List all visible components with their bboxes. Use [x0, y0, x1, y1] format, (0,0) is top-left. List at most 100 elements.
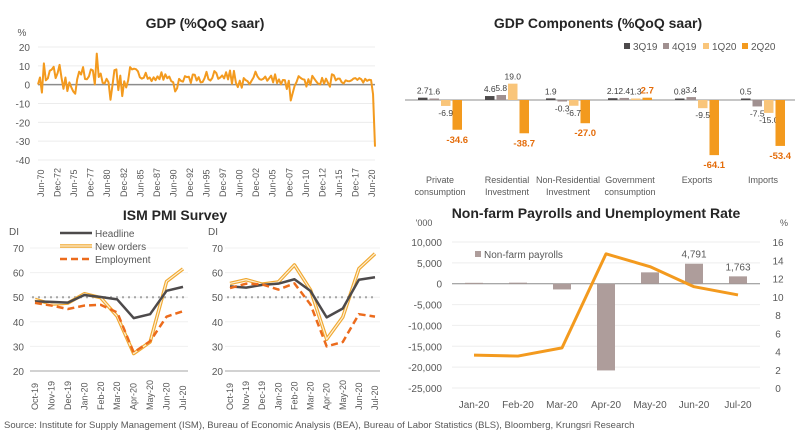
nfp-y2-tick: 14: [772, 256, 784, 267]
gdp-x-tick: Dec-97: [218, 168, 228, 197]
nfp-y-tick: -25,000: [408, 384, 442, 395]
bar-3Q19-0: [418, 97, 428, 100]
gdp-x-tick: Jun-90: [168, 169, 178, 197]
pmi-x-tick: Jun-20: [354, 382, 364, 410]
gdp-x-tick: Dec-82: [119, 168, 129, 197]
pmi-y-tick: 20: [13, 367, 25, 378]
pmi-x-tick: Nov-19: [46, 381, 56, 410]
bar-data-label: 3.4: [685, 85, 697, 95]
pmi-x-tick: Nov-19: [241, 381, 251, 410]
nfp-bar: [465, 282, 483, 284]
nfp-chart-title: Non-farm Payrolls and Unemployment Rate: [452, 205, 741, 221]
gdp-x-tick: Jun-20: [367, 169, 377, 197]
pmi-x-tick: Apr-20: [129, 383, 139, 410]
gdp-components-chart: GDP Components (%QoQ saar) 3Q19 4Q19 1Q20 2…: [405, 15, 795, 197]
pmi-y-tick: 60: [13, 269, 25, 280]
gdp-chart-title: GDP (%QoQ saar): [146, 15, 265, 31]
bar-1Q20-4: [698, 100, 708, 109]
nfp-y2-axis-label: %: [780, 218, 788, 228]
gdp-x-tick: Dec-87: [152, 168, 162, 197]
pmi-x-tick: Jan-20: [79, 382, 89, 410]
nfp-bar-label: 4,791: [681, 250, 706, 261]
nfp-y2-tick: 0: [775, 384, 781, 395]
bar-data-label: -6.7: [566, 108, 581, 118]
bar-2Q20-3: [642, 97, 652, 100]
nfp-x-tick: May-20: [633, 400, 667, 411]
nfp-bar: [641, 272, 659, 284]
nfp-y-tick: -15,000: [408, 342, 442, 353]
bar-4Q19-2: [557, 100, 567, 102]
gdp-x-tick: Jun-05: [268, 169, 278, 197]
bar-data-label: 0.5: [740, 87, 752, 97]
nfp-y-tick: -20,000: [408, 363, 442, 374]
legend-swatch: [475, 251, 481, 257]
source-note: Source: Institute for Supply Management …: [4, 420, 635, 431]
gdp-x-tick: Jun-10: [301, 169, 311, 197]
pmi-x-tick: Jan-20: [273, 382, 283, 410]
pmi-employment-line: [34, 301, 184, 354]
gdp-x-tick: Dec-77: [86, 168, 96, 197]
nfp-y2-tick: 12: [772, 275, 784, 286]
gdp-x-tick: Dec-17: [350, 168, 360, 197]
nfp-bar: [685, 263, 703, 284]
nfp-y-tick: 5,000: [417, 259, 442, 270]
gdp-chart: GDP (%QoQ saar) % 20 10 0 -10 -20 -30 -40 Jun-…: [16, 15, 377, 197]
gdp-y-tick: -20: [16, 118, 31, 129]
pmi-x-tick: Jul-20: [370, 385, 380, 410]
pmi-headline-line: [34, 285, 184, 320]
bar-data-label: 5.8: [495, 83, 507, 93]
nfp-bar: [597, 283, 615, 371]
bar-data-label: 1.9: [545, 86, 557, 96]
bar-data-label: 0.8: [674, 87, 686, 97]
bar-1Q20-1: [508, 83, 518, 100]
bar-data-label: -6.9: [438, 108, 453, 118]
bar-4Q19-4: [686, 97, 696, 100]
legend-swatch: [742, 43, 748, 49]
bar-data-label: 19.0: [504, 72, 521, 82]
ism-pmi-title: ISM PMI Survey: [123, 207, 227, 223]
bar-3Q19-5: [741, 98, 751, 100]
gdp-x-tick: Dec-92: [185, 168, 195, 197]
gdp-x-tick: Jun-95: [202, 169, 212, 197]
pmi-y-tick: 20: [212, 367, 224, 378]
bar-4Q19-1: [496, 95, 506, 100]
pmi-y-tick: 50: [13, 293, 25, 304]
pmi-y-tick: 30: [13, 342, 25, 353]
pmi-x-tick: Dec-19: [257, 381, 267, 410]
bar-data-label: 1.3: [630, 87, 642, 97]
bar-1Q20-3: [631, 98, 641, 100]
pmi-x-tick: May-20: [145, 380, 155, 410]
pmi-x-tick: Apr-20: [322, 383, 332, 410]
nfp-x-tick: Apr-20: [591, 400, 621, 411]
nfp-y2-tick: 16: [772, 238, 784, 249]
legend-label: Non-farm payrolls: [484, 250, 563, 261]
ism-pmi-legend: Headline New orders Employment: [60, 229, 151, 266]
nfp-chart: Non-farm Payrolls and Unemployment Rate …: [408, 205, 788, 411]
nfp-x-tick: Feb-20: [502, 400, 534, 411]
legend-label: Headline: [95, 229, 135, 240]
bar-data-label: 2.4: [618, 86, 630, 96]
bar-2Q20-4: [709, 100, 719, 156]
nfp-y-tick: -10,000: [408, 321, 442, 332]
pmi-y-axis-label: DI: [208, 227, 218, 238]
bar-2Q20-2: [580, 100, 590, 124]
gdp-x-tick: Jun-00: [235, 169, 245, 197]
gdp-x-tick: Jun-85: [135, 169, 145, 197]
pmi-x-tick: Dec-19: [63, 381, 73, 410]
category-label: consumption: [604, 187, 655, 197]
bar-data-label: -34.6: [446, 135, 468, 146]
legend-label: 3Q19: [633, 42, 658, 53]
legend-label: 2Q20: [751, 42, 776, 53]
nfp-x-tick: Jul-20: [724, 400, 752, 411]
category-label: consumption: [414, 187, 465, 197]
legend-label: Employment: [95, 255, 151, 266]
nfp-y2-tick: 6: [775, 329, 781, 340]
nfp-y-axis-label: '000: [416, 218, 433, 228]
bar-3Q19-3: [608, 98, 618, 100]
nfp-y-tick: 10,000: [411, 238, 442, 249]
gdp-x-tick: Dec-72: [53, 168, 63, 197]
gdp-y-tick: -40: [16, 156, 31, 167]
bar-data-label: -27.0: [574, 128, 596, 139]
